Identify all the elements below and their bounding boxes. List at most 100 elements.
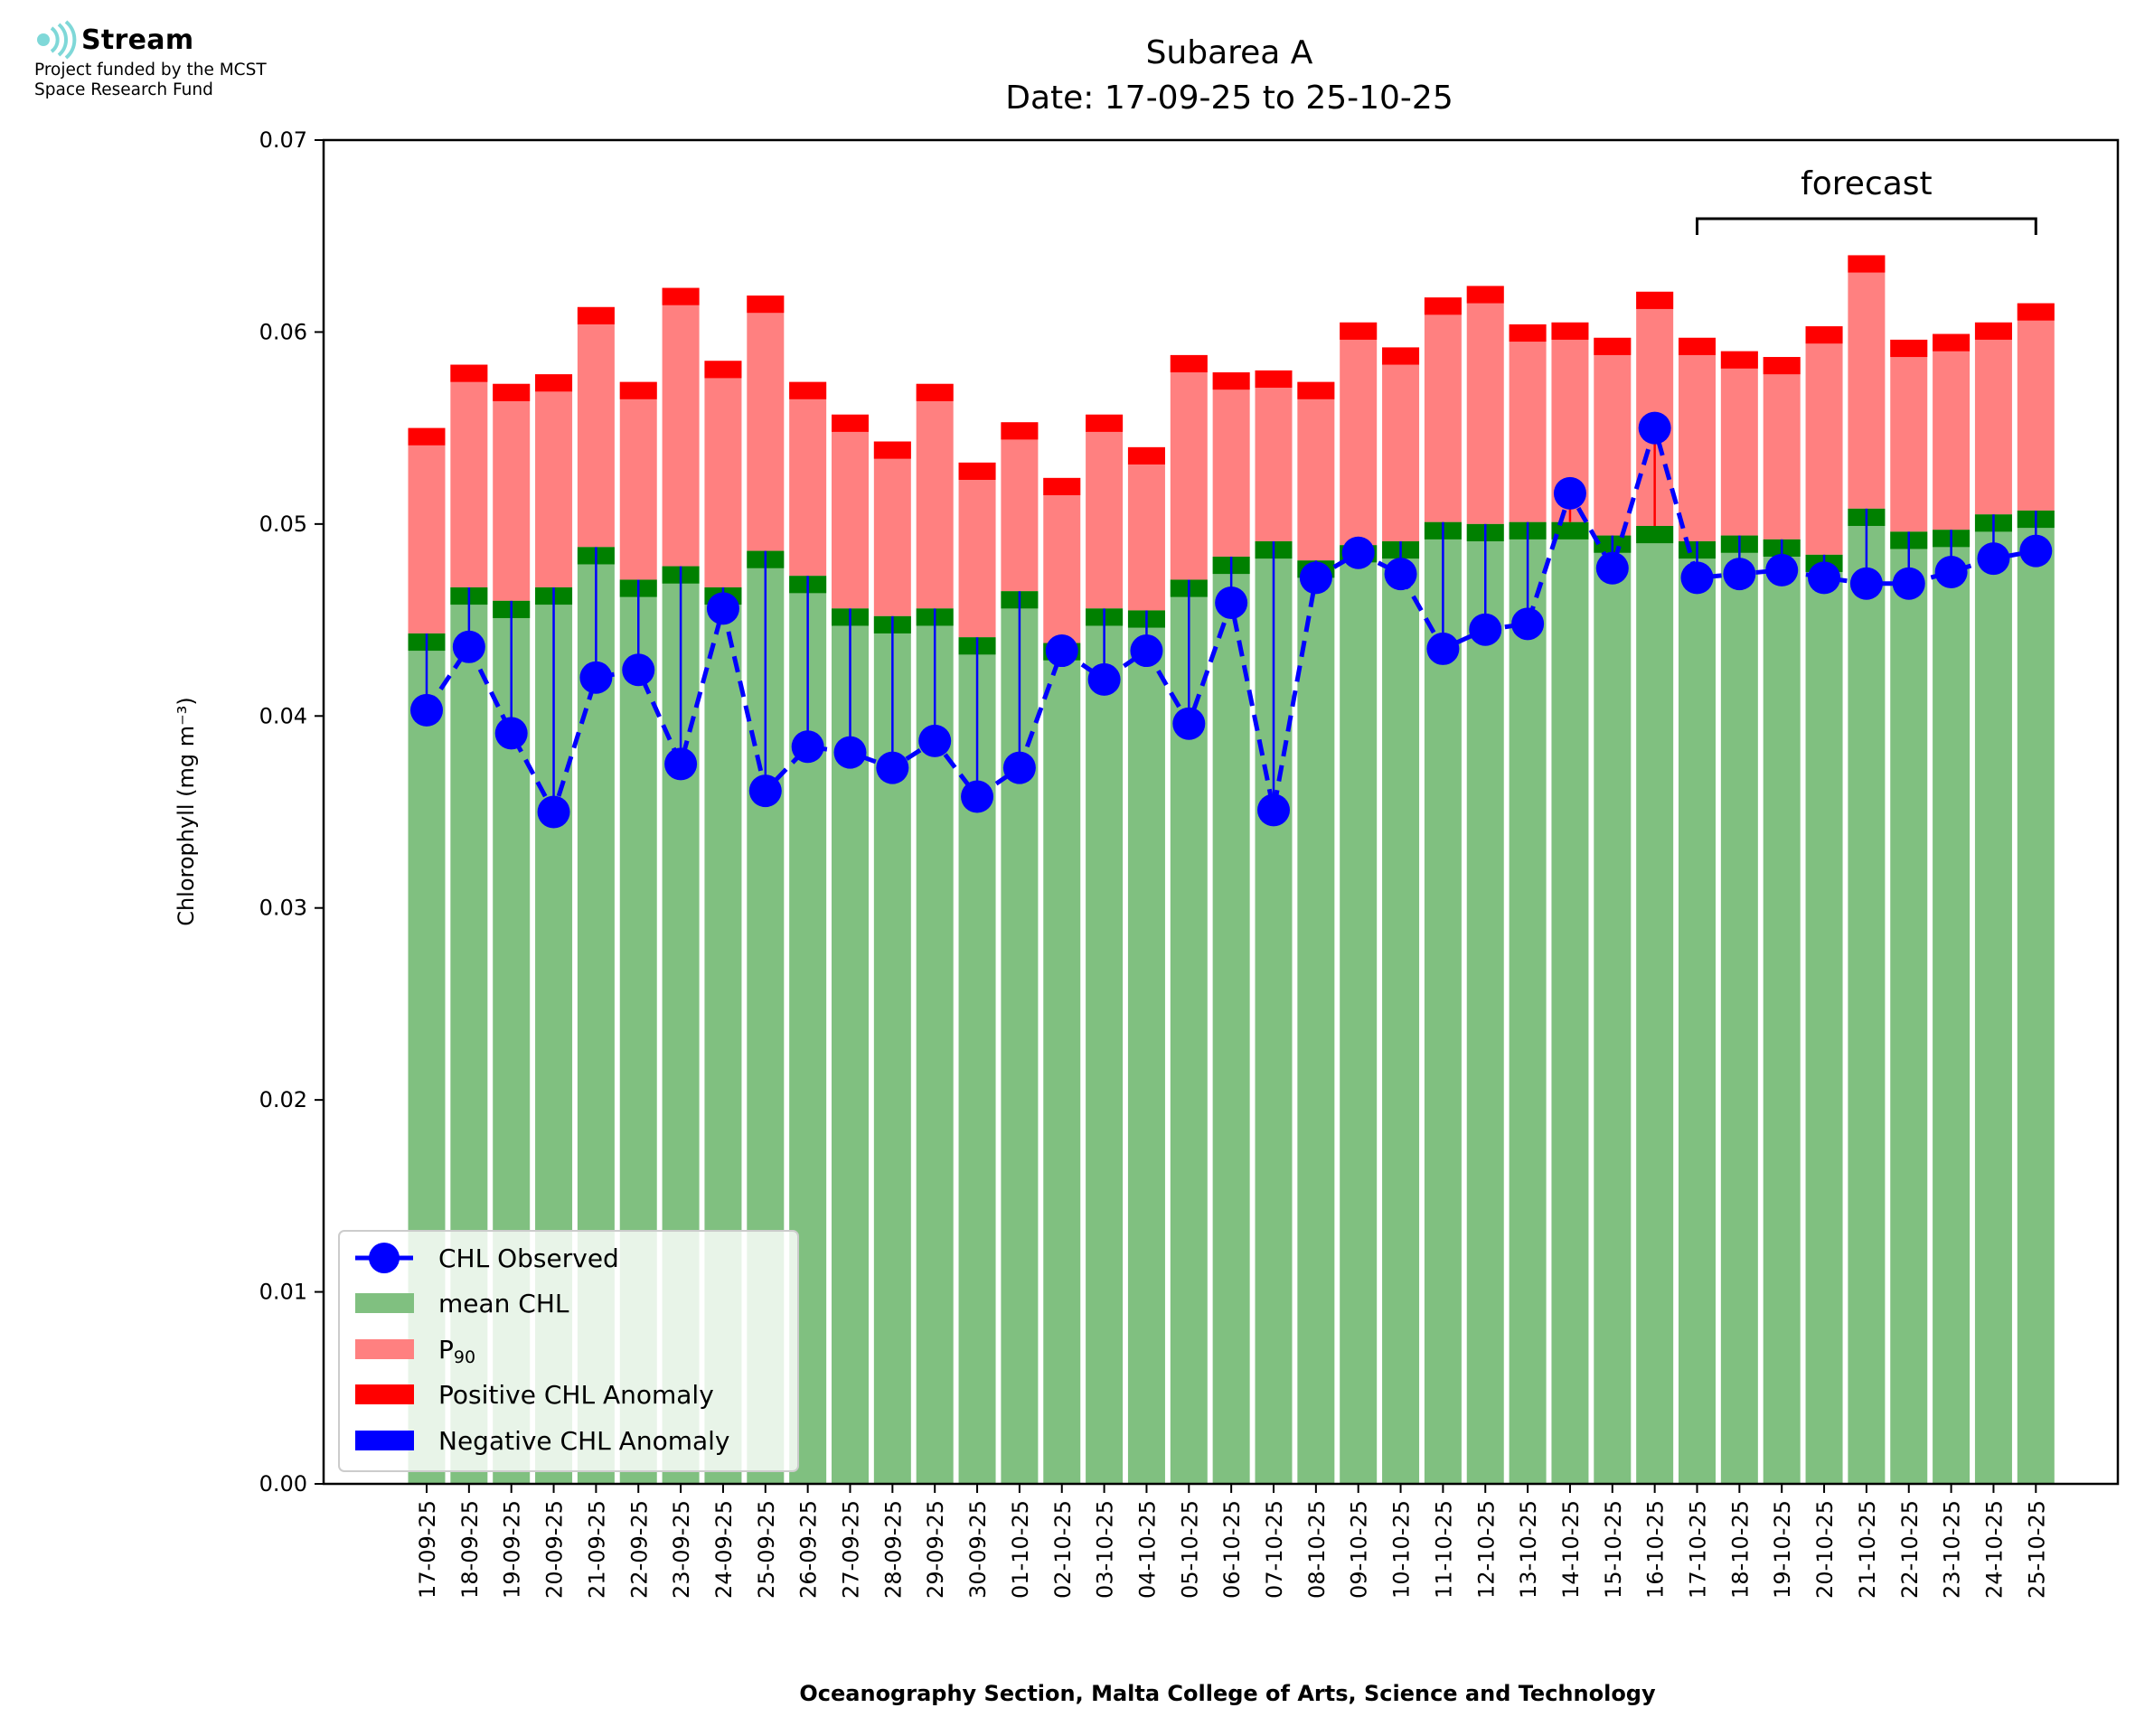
chl-observed-point — [1680, 561, 1714, 595]
chl-observed-point — [1595, 551, 1629, 585]
x-tick-label: 01-10-25 — [1008, 1500, 1033, 1599]
p90-bar — [619, 381, 657, 580]
p90-marker — [577, 306, 615, 324]
p90-bar — [1466, 286, 1504, 524]
chl-observed-point — [1426, 632, 1460, 665]
p90-marker — [1551, 322, 1589, 340]
mean-chl-bar — [1382, 540, 1420, 1484]
chl-observed-point — [1977, 542, 2010, 576]
y-tick-label: 0.03 — [259, 896, 307, 921]
p90-bar — [1509, 324, 1547, 522]
p90-bar — [789, 381, 827, 577]
mean-chl-bar — [1933, 530, 1971, 1484]
p90-bar — [1424, 297, 1462, 522]
p90-bar — [1043, 477, 1081, 643]
observed-line-layer — [410, 411, 2053, 829]
x-tick-label: 26-09-25 — [796, 1500, 822, 1599]
chart-subtitle: Date: 17-09-25 to 25-10-25 — [1005, 80, 1453, 117]
p90-bar — [1890, 339, 1928, 532]
chl-observed-point — [833, 736, 867, 769]
p90-marker — [1890, 339, 1928, 358]
mean-chl-bar — [1043, 643, 1081, 1484]
chl-observed-point — [1765, 553, 1799, 586]
p90-marker — [619, 381, 657, 399]
p90-marker — [1805, 326, 1843, 344]
mean-chl-marker — [1636, 525, 1674, 544]
p90-marker — [1001, 422, 1039, 440]
p90-bar — [1974, 322, 2012, 515]
p90-bar — [1340, 322, 1378, 546]
legend-negative-label: Negative CHL Anomaly — [438, 1426, 729, 1456]
mean-chl-bar — [1679, 540, 1716, 1484]
p90-marker — [1170, 354, 1208, 373]
p90-bar — [1127, 446, 1165, 611]
y-tick-label: 0.06 — [259, 319, 307, 344]
chl-observed-point — [1511, 607, 1545, 641]
p90-bar — [1720, 351, 1758, 536]
chl-observed-point — [706, 592, 739, 625]
p90-marker — [1043, 477, 1081, 495]
p90-bar — [832, 414, 869, 609]
legend-p90-subscript: 90 — [454, 1347, 475, 1367]
chl-observed-point — [1469, 613, 1502, 646]
chl-observed-point — [1215, 586, 1248, 619]
p90-bar — [1763, 357, 1801, 540]
chl-observed-point — [664, 747, 698, 781]
p90-marker — [1127, 446, 1165, 465]
p90-marker — [1720, 351, 1758, 369]
mean-chl-bar — [1974, 514, 2012, 1484]
logo-brand-name: Stream — [81, 23, 194, 56]
p90-bar — [1170, 354, 1208, 580]
x-tick-label: 23-09-25 — [669, 1500, 694, 1599]
x-tick-label: 29-09-25 — [923, 1500, 948, 1599]
stream-waves-icon — [37, 20, 77, 60]
chl-observed-point — [2019, 534, 2053, 568]
p90-marker — [493, 383, 531, 401]
mean-chl-marker — [1551, 521, 1589, 540]
p90-bar — [1297, 381, 1335, 561]
x-tick-label: 21-09-25 — [584, 1500, 609, 1599]
p90-marker — [1255, 370, 1293, 389]
x-tick-label: 20-10-25 — [1812, 1500, 1838, 1599]
p90-bar — [1086, 414, 1124, 609]
chl-observed-point — [1638, 411, 1671, 445]
p90-bar — [1848, 255, 1886, 509]
x-tick-label: 28-09-25 — [880, 1500, 906, 1599]
x-tick-label: 09-10-25 — [1347, 1500, 1372, 1599]
p90-marker — [1086, 414, 1124, 432]
p90-bar — [2017, 303, 2055, 511]
chl-observed-point — [918, 724, 952, 757]
p90-marker — [1509, 324, 1547, 343]
x-tick-label: 11-10-25 — [1431, 1500, 1456, 1599]
mean-chl-bar — [1509, 521, 1547, 1484]
p90-bar — [1594, 337, 1632, 536]
chl-observed-point — [1257, 793, 1290, 827]
legend-positive-label: Positive CHL Anomaly — [438, 1380, 714, 1410]
x-tick-label: 13-10-25 — [1516, 1500, 1541, 1599]
legend-p90-swatch — [355, 1339, 414, 1359]
x-tick-label: 18-10-25 — [1727, 1500, 1753, 1599]
p90-marker — [958, 462, 996, 480]
p90-bar — [1255, 370, 1293, 541]
chl-observed-point — [494, 717, 528, 750]
mean-chl-bar — [1890, 531, 1928, 1485]
x-tick-label: 08-10-25 — [1304, 1500, 1330, 1599]
logo-funded-line-1: Project funded by the MCST — [34, 61, 267, 80]
legend-positive-swatch — [355, 1384, 414, 1404]
chl-observed-point — [1002, 751, 1036, 784]
x-tick-label: 04-10-25 — [1134, 1500, 1160, 1599]
chl-observed-point — [1849, 567, 1883, 600]
x-tick-label: 21-10-25 — [1855, 1500, 1880, 1599]
p90-bar — [408, 427, 446, 633]
p90-marker — [1679, 337, 1716, 355]
bars-layer — [408, 255, 2055, 1485]
p90-marker — [1382, 347, 1420, 365]
p90-bar — [535, 374, 573, 587]
mean-chl-bar — [1424, 521, 1462, 1484]
legend-box — [338, 1230, 799, 1472]
x-tick-label: 10-10-25 — [1389, 1500, 1415, 1599]
mean-chl-bar — [1636, 525, 1674, 1484]
p90-marker — [1636, 291, 1674, 309]
p90-bar — [1679, 337, 1716, 541]
x-tick-label: 30-09-25 — [965, 1500, 991, 1599]
